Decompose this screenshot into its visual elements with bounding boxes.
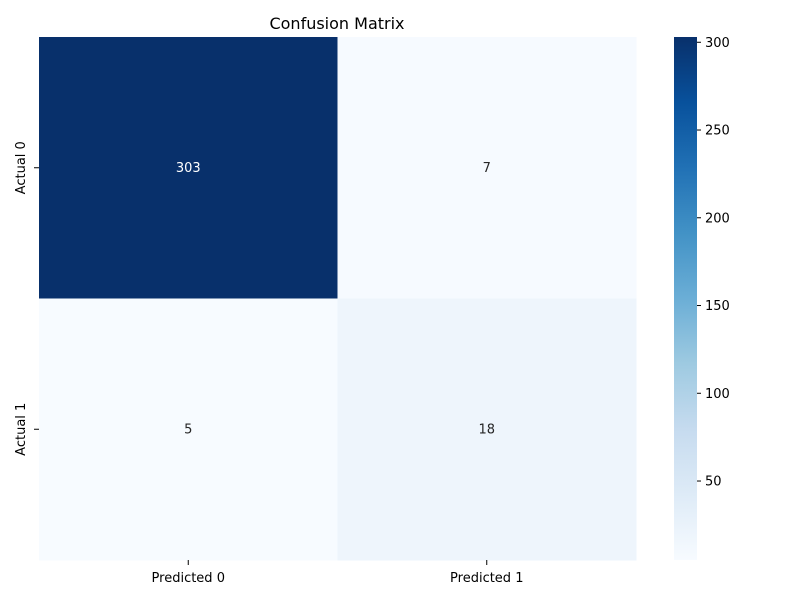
- cell-value-label: 7: [483, 161, 491, 176]
- y-axis: Actual 0 Actual 1: [14, 141, 39, 456]
- heatmap-cell: [39, 37, 338, 299]
- heatmap-cell: [337, 37, 637, 299]
- heatmap-cell-labels: 303 7 5 18: [176, 161, 495, 438]
- colorbar-tick-label: 100: [705, 387, 730, 402]
- cell-value-label: 303: [176, 161, 201, 176]
- cell-value-label: 18: [478, 422, 495, 437]
- y-tick-label: Actual 0: [14, 141, 29, 194]
- x-tick-label: Predicted 0: [152, 571, 225, 586]
- heatmap-cells: [39, 37, 637, 561]
- x-axis: Predicted 0 Predicted 1: [152, 560, 523, 586]
- colorbar-tick-label: 50: [705, 475, 722, 490]
- colorbar-gradient: [674, 37, 697, 560]
- colorbar-tick-label: 200: [705, 211, 730, 226]
- colorbar-tick-label: 150: [705, 299, 730, 314]
- heatmap-cell: [337, 298, 637, 561]
- colorbar-tick-label: 300: [705, 36, 730, 51]
- colorbar-tick-label: 250: [705, 124, 730, 139]
- cell-value-label: 5: [184, 422, 192, 437]
- chart-title: Confusion Matrix: [269, 14, 404, 33]
- y-tick-label: Actual 1: [14, 403, 29, 456]
- heatmap-cell: [39, 298, 338, 561]
- x-tick-label: Predicted 1: [450, 571, 523, 586]
- colorbar: 50 100 150 200 250 300: [674, 36, 730, 560]
